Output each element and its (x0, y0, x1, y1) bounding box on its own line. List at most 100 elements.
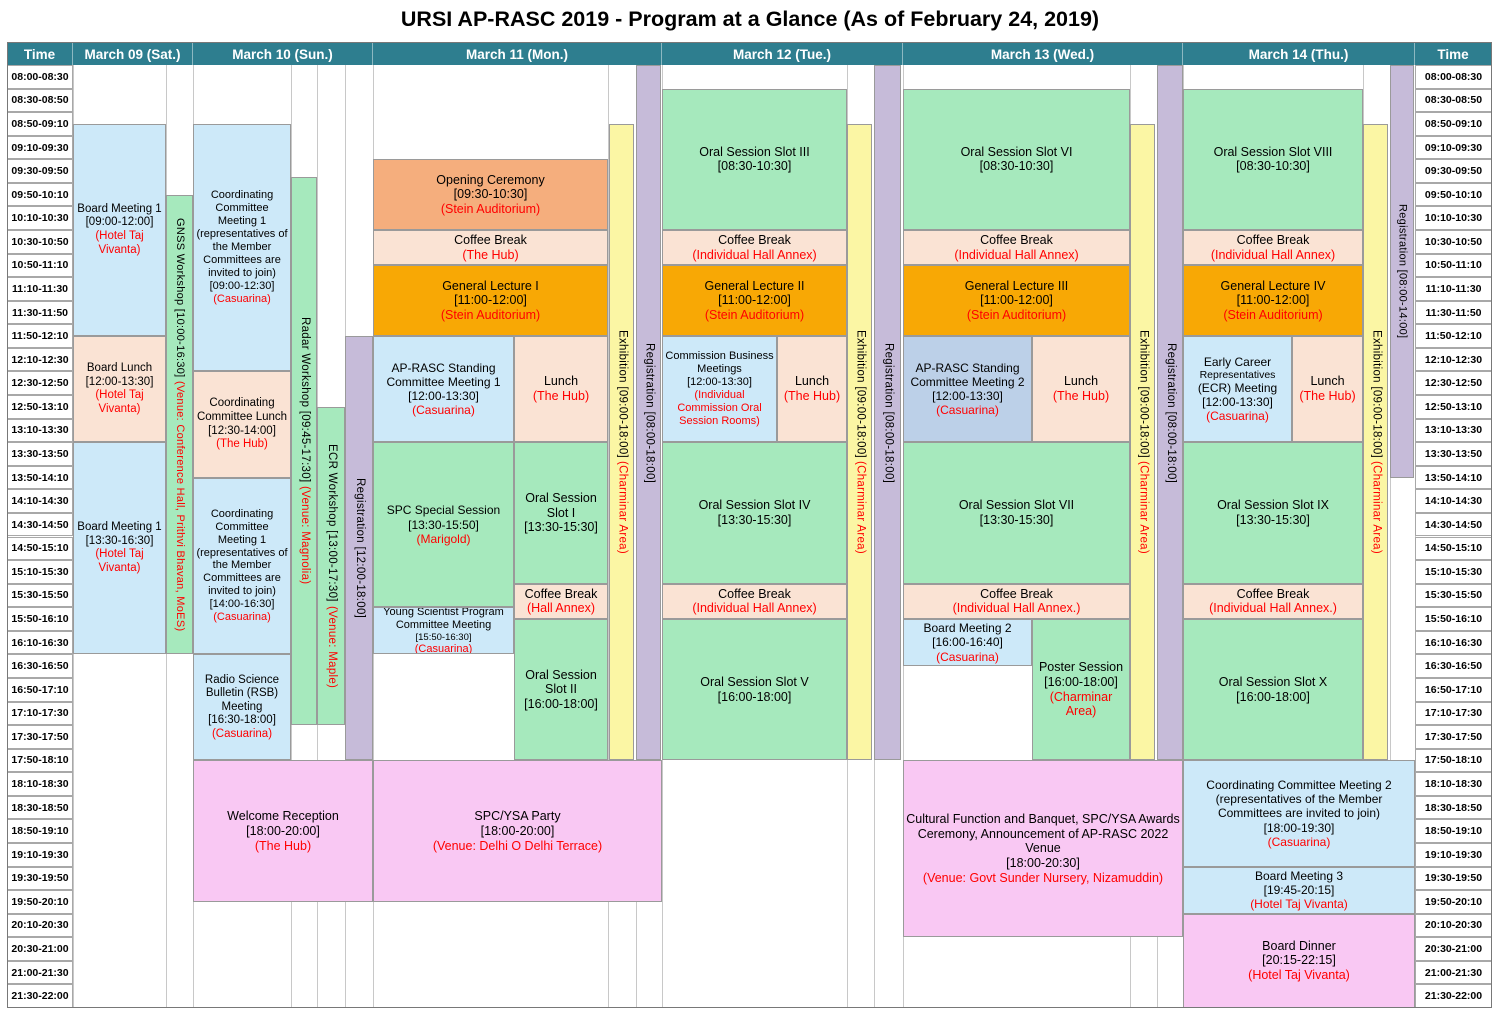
event-lunch-tue: Lunch (The Hub) (777, 336, 847, 443)
event-text-line: Early Career (1203, 354, 1272, 369)
event-text-line: [20:15-22:15] (1262, 953, 1336, 968)
event-text-line: [12:00-13:30] (687, 376, 752, 389)
event-registration-mon: Registration [08:00-18:00] (636, 65, 661, 761)
gridline-7 (608, 65, 609, 1008)
time-slot-right-39: 21:30-22:00 (1415, 984, 1492, 1008)
event-text-line: Oral Session Slot X (1218, 674, 1328, 689)
event-text-line: Young Scientist Program Committee Meetin… (383, 607, 504, 631)
event-ecr-workshop: ECR Workshop [13:00-17:30] (Venue: Maple… (317, 406, 345, 726)
event-text-line: Board Meeting 1 (77, 202, 162, 215)
event-text-line: Board Lunch (86, 362, 153, 375)
time-slot-left-14: 12:50-13:10 (7, 395, 73, 419)
time-slot-right-35: 19:50-20:10 (1415, 890, 1492, 914)
event-coordinating-committee-meeting-1a: Coordinating Committee Meeting 1 (repres… (193, 123, 291, 372)
event-text-line: [16:00-18:00] (1044, 674, 1118, 689)
time-slot-left-21: 15:10-15:30 (7, 560, 73, 584)
time-slot-right-32: 18:50-19:10 (1415, 819, 1492, 843)
time-slot-right-21: 15:10-15:30 (1415, 560, 1492, 584)
event-text-line: [13:30-15:30] (979, 512, 1054, 527)
event-text-line: (Charminar Area) (616, 461, 629, 555)
time-slot-left-28: 17:30-17:50 (7, 725, 73, 749)
time-slot-right-23: 15:50-16:10 (1415, 607, 1492, 631)
event-text-line: Registration [08:00-18:00] (1164, 342, 1177, 483)
event-coffee-break-tue-pm: Coffee Break (Individual Hall Annex) (662, 583, 847, 619)
event-text-line: Registration [08:00-14:00] (1396, 204, 1409, 339)
time-slot-left-0: 08:00-08:30 (7, 65, 73, 89)
event-text-line: (Casuarina) (412, 403, 475, 418)
time-slot-right-38: 21:00-21:30 (1415, 960, 1492, 985)
event-text-line: (Individual Hall Annex) (954, 247, 1079, 262)
time-slot-left-12: 12:10-12:30 (7, 347, 73, 372)
event-coffee-break-tue-am: Coffee Break (Individual Hall Annex) (662, 230, 847, 266)
event-ap-rasc-standing-committee-meeting-1: AP-RASC Standing Committee Meeting 1 [12:… (373, 336, 514, 443)
event-text-line: Lunch (1310, 374, 1345, 389)
event-text-line: [09:00-12:30] (209, 280, 275, 293)
event-text-line: (Charminar Area) (1370, 461, 1383, 555)
event-registration-wed: Registration [08:00-18:00] (1157, 65, 1183, 761)
event-oral-session-slot-7: Oral Session Slot VII [13:30-15:30] (903, 442, 1130, 584)
event-text-line: Commission Business Meetings (665, 350, 774, 376)
event-poster-session: Poster Session [16:00-18:00] (Charminar Ar… (1032, 619, 1130, 761)
event-text-line: (The Hub) (216, 438, 268, 451)
event-text-line: (Individual Hall Annex.) (1209, 601, 1337, 616)
time-slot-left-13: 12:30-12:50 (7, 371, 73, 396)
event-text-line: [12:00-13:30] (408, 389, 479, 404)
event-cultural-function-banquet: Cultural Function and Banquet, SPC/YSA A… (903, 760, 1183, 938)
event-text-line: Lunch (1063, 374, 1099, 389)
event-text-line: [15:50-16:30] (415, 631, 472, 643)
event-registration-thu: Registration [08:00-14:00] (1390, 65, 1414, 478)
event-text-line: [18:00-20:00] (480, 823, 555, 838)
event-text-line: Lunch (794, 374, 830, 389)
time-slot-left-36: 20:10-20:30 (7, 913, 73, 938)
time-slot-right-24: 16:10-16:30 (1415, 630, 1492, 655)
event-radar-workshop: Radar Workshop [09:45-17:30] (Venue: Mag… (291, 176, 317, 726)
event-opening-ceremony: Opening Ceremony [09:30-10:30] (Stein Audi… (373, 159, 608, 231)
time-slot-right-16: 13:30-13:50 (1415, 442, 1492, 466)
event-commission-business-meetings: Commission Business Meetings [12:00-13:30… (662, 336, 777, 443)
time-slot-right-37: 20:30-21:00 (1415, 937, 1492, 961)
time-slot-right-4: 09:30-09:50 (1415, 159, 1492, 183)
time-slot-left-35: 19:50-20:10 (7, 890, 73, 914)
event-text-line: Coordinating Committee Meeting 2 (repres… (1206, 778, 1392, 821)
event-text-line: (Individual Hall Annex) (692, 601, 817, 616)
time-slot-left-29: 17:50-18:10 (7, 748, 73, 773)
event-board-meeting-2: Board Meeting 2 [16:00-16:40] (Casuarina) (903, 619, 1032, 667)
event-spc-ysa-party: SPC/YSA Party [18:00-20:00] (Venue: Delhi … (373, 760, 662, 902)
time-slot-left-2: 08:50-09:10 (7, 112, 73, 136)
event-text-line: (The Hub) (1052, 389, 1110, 404)
event-text-line: (Casuarina) (936, 403, 999, 418)
event-text-line: [18:00-20:00] (246, 823, 320, 838)
event-ap-rasc-standing-committee-meeting-2: AP-RASC Standing Committee Meeting 2 [12:… (903, 336, 1032, 443)
event-text-line: Coffee Break (454, 232, 527, 247)
event-lunch-mon: Lunch (The Hub) (514, 336, 608, 443)
event-young-scientist-program-committee-meeting: Young Scientist Program Committee Meetin… (373, 607, 514, 655)
event-text-line: Oral Session Slot I (525, 490, 597, 520)
event-text-line: (Stein Auditorium) (704, 308, 805, 323)
event-text-line: [19:45-20:15] (1263, 883, 1335, 898)
event-text-line: Poster Session (1038, 660, 1124, 675)
time-slot-left-6: 10:10-10:30 (7, 206, 73, 230)
time-slot-right-7: 10:30-10:50 (1415, 230, 1492, 254)
event-board-lunch: Board Lunch [12:00-13:30] (Hotel Taj Vivan… (73, 336, 166, 443)
event-text-line: (Venue: Magnolia) (298, 486, 311, 585)
event-board-meeting-3: Board Meeting 3 [19:45-20:15] (Hotel Taj V… (1183, 866, 1415, 914)
event-coordinating-committee-meeting-2: Coordinating Committee Meeting 2 (repres… (1183, 760, 1415, 867)
time-slot-right-15: 13:10-13:30 (1415, 418, 1492, 443)
event-text-line: GNSS Workshop [10:00-16:30] (174, 217, 186, 378)
event-text-line: General Lecture III (964, 278, 1069, 293)
time-slot-left-39: 21:30-22:00 (7, 984, 73, 1008)
event-text-line: [12:00-13:30] (85, 375, 154, 388)
event-text-line: Exhibition [09:00-18:00] (1137, 329, 1150, 458)
event-text-line: Coffee Break (1236, 586, 1310, 601)
time-slot-right-25: 16:30-16:50 (1415, 654, 1492, 678)
event-coordinating-committee-meeting-1b: Coordinating Committee Meeting 1 (repres… (193, 477, 291, 655)
event-text-line: (Charminar Area) (1049, 689, 1113, 719)
event-text-line: [13:30-15:50] (408, 517, 479, 532)
event-text-line: Oral Session Slot VII (958, 498, 1075, 513)
event-text-line: SPC Special Session (386, 503, 501, 518)
event-text-line: ECR Workshop [13:00-17:30] (325, 444, 338, 602)
event-text-line: (Stein Auditorium) (440, 202, 541, 217)
event-general-lecture-2: General Lecture II [11:00-12:00] (Stein Au… (662, 265, 847, 337)
event-text-line: [11:00-12:00] (454, 293, 527, 308)
event-exhibition-tue: Exhibition [09:00-18:00] (Charminar Area… (847, 123, 872, 761)
